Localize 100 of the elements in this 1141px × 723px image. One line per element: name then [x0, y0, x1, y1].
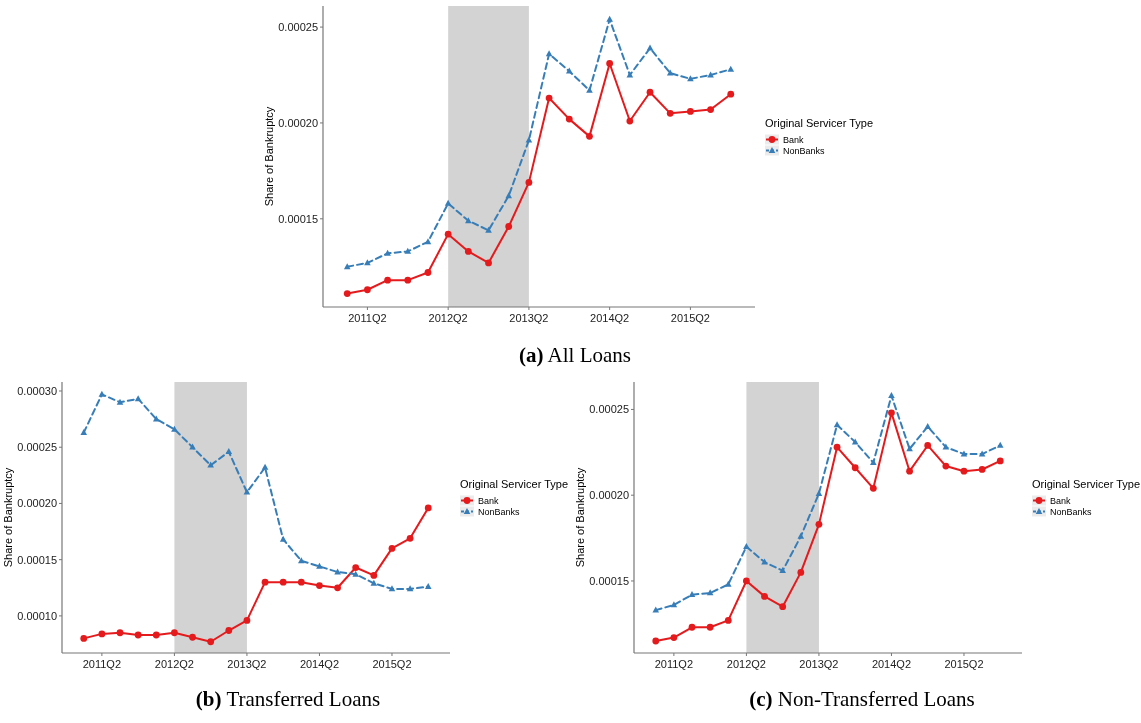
y-tick-label: 0.00020 — [278, 116, 318, 129]
point — [171, 629, 178, 637]
point — [424, 583, 432, 590]
point — [743, 577, 750, 585]
x-tick-label: 2015Q2 — [372, 658, 412, 670]
point — [727, 65, 735, 72]
point — [243, 616, 251, 624]
point — [334, 584, 341, 592]
point — [996, 441, 1004, 448]
point — [370, 579, 378, 586]
point — [666, 69, 674, 76]
point — [152, 631, 160, 639]
point — [116, 629, 124, 637]
legend-label: Bank — [1050, 496, 1072, 506]
point — [724, 617, 732, 624]
point — [406, 534, 414, 542]
point — [652, 606, 660, 613]
legend-label: NonBanks — [1050, 507, 1093, 517]
legend-label: NonBanks — [783, 146, 826, 156]
x-tick-label: 2015Q2 — [944, 658, 984, 670]
point — [352, 570, 360, 577]
point — [586, 132, 593, 140]
point — [606, 60, 614, 67]
x-tick-label: 2014Q2 — [299, 658, 340, 670]
legend-label: NonBanks — [478, 507, 521, 517]
point — [797, 568, 805, 576]
y-axis-title: Share of Bankruptcy — [2, 467, 14, 568]
point — [815, 489, 823, 496]
point — [833, 421, 841, 428]
point — [297, 578, 305, 586]
y-tick-label: 0.00025 — [589, 403, 629, 416]
point — [687, 108, 694, 115]
point — [565, 115, 573, 123]
point — [243, 488, 251, 495]
point — [261, 463, 269, 470]
point — [797, 532, 805, 539]
point — [464, 248, 472, 255]
point — [652, 637, 660, 645]
legend-title: Original Servicer Type — [1032, 477, 1141, 490]
x-tick-label: 2013Q2 — [799, 658, 839, 670]
point — [171, 425, 178, 432]
point — [606, 15, 613, 22]
point — [779, 603, 787, 611]
text: (a) All Loans — [519, 343, 631, 367]
point — [996, 457, 1004, 465]
point — [98, 630, 106, 638]
point — [424, 269, 432, 276]
point — [727, 90, 735, 98]
point — [924, 422, 932, 429]
point — [924, 442, 932, 449]
x-tick-label: 2015Q2 — [670, 312, 710, 324]
point — [670, 634, 678, 641]
point — [646, 44, 654, 51]
point — [261, 578, 269, 586]
point — [406, 585, 414, 592]
y-tick-label: 0.00025 — [17, 441, 57, 454]
point — [298, 557, 305, 564]
y-tick-label: 0.00025 — [278, 21, 318, 34]
point — [626, 117, 634, 125]
point — [343, 263, 351, 270]
point — [116, 398, 124, 405]
legend-title: Original Servicer Type — [765, 116, 874, 129]
point — [364, 259, 371, 266]
point — [384, 276, 391, 284]
point — [761, 593, 768, 600]
point — [586, 86, 593, 93]
point — [316, 562, 323, 569]
legend-title: Original Servicer Type — [460, 477, 569, 490]
x-tick-label: 2014Q2 — [590, 312, 630, 324]
point — [687, 75, 694, 82]
point — [666, 109, 674, 117]
point — [134, 395, 142, 402]
point — [869, 484, 877, 492]
point — [207, 638, 215, 646]
point — [978, 466, 986, 473]
point — [779, 567, 786, 574]
point — [80, 634, 88, 642]
point — [888, 409, 895, 417]
legend-label: Bank — [783, 135, 805, 145]
point — [565, 67, 573, 74]
y-axis-title: Share of Bankruptcy — [574, 467, 586, 568]
point — [388, 545, 396, 552]
point — [279, 535, 287, 542]
point — [870, 459, 877, 466]
point — [80, 429, 88, 435]
legend-label: Bank — [478, 496, 500, 506]
point — [688, 591, 696, 598]
point — [888, 392, 895, 399]
point — [505, 223, 513, 230]
point — [279, 578, 287, 586]
point — [688, 623, 696, 631]
x-tick-label: 2012Q2 — [428, 312, 468, 324]
point — [906, 445, 913, 452]
y-axis-title: Share of Bankruptcy — [263, 106, 275, 207]
text: (c) Non-Transferred Loans — [749, 687, 975, 711]
y-tick-label: 0.00010 — [17, 609, 57, 622]
point — [465, 217, 472, 224]
point — [960, 450, 968, 457]
point — [98, 390, 106, 397]
point — [207, 461, 214, 468]
